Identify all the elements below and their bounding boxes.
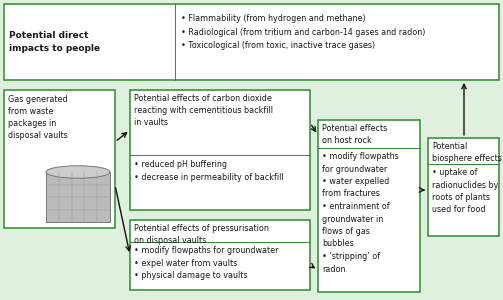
Text: Potential effects
on host rock: Potential effects on host rock [322,124,387,145]
Bar [318,120,420,292]
Ellipse shape [46,166,110,178]
Bar [130,90,310,210]
Text: • Flammability (from hydrogen and methane)
• Radiological (from tritium and carb: • Flammability (from hydrogen and methan… [181,14,426,50]
Text: • modify flowpaths for groundwater
• expel water from vaults
• physical damage t: • modify flowpaths for groundwater • exp… [134,246,279,280]
Bar [428,138,499,236]
Text: Potential direct
impacts to people: Potential direct impacts to people [9,31,100,53]
Text: • modify flowpaths
for groundwater
• water expelled
from fractures
• entrainment: • modify flowpaths for groundwater • wat… [322,152,399,274]
Text: • uptake of
radionuclides by
roots of plants
used for food: • uptake of radionuclides by roots of pl… [432,168,498,214]
Text: Potential effects of pressurisation
on disposal vaults: Potential effects of pressurisation on d… [134,224,269,245]
Text: Gas generated
from waste
packages in
disposal vaults: Gas generated from waste packages in dis… [8,95,68,140]
Text: Potential
biosphere effects: Potential biosphere effects [432,142,502,163]
Bar [130,220,310,290]
Bar [46,172,110,222]
Bar [4,4,499,80]
Text: Potential effects of carbon dioxide
reacting with cementitious backfill
in vault: Potential effects of carbon dioxide reac… [134,94,273,127]
Text: • reduced pH buffering
• decrease in permeability of backfill: • reduced pH buffering • decrease in per… [134,160,284,182]
Bar [4,90,115,228]
